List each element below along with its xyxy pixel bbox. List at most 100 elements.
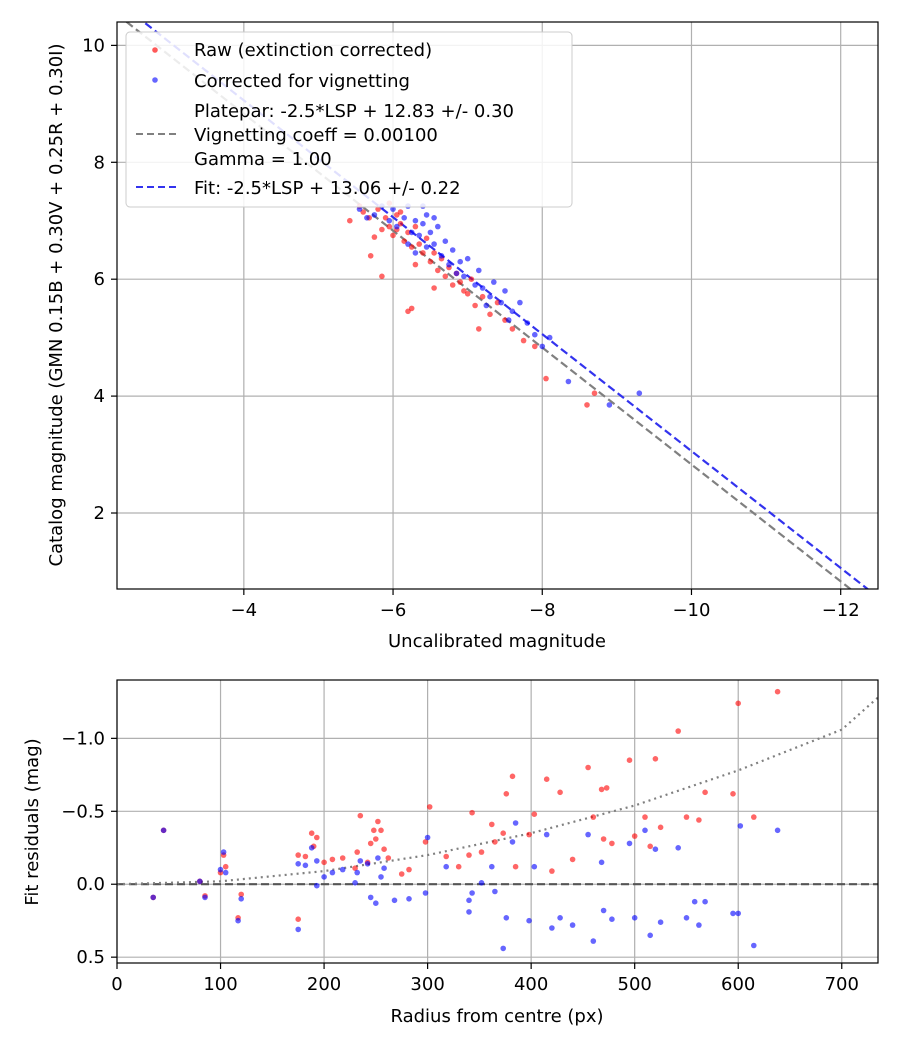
x-tick-label: 0 xyxy=(111,974,122,995)
data-point xyxy=(479,285,486,291)
data-point xyxy=(422,839,429,845)
data-point xyxy=(543,776,550,782)
data-point xyxy=(385,855,392,861)
data-point xyxy=(378,874,384,880)
data-point xyxy=(386,223,393,230)
data-point xyxy=(500,830,507,836)
data-point xyxy=(449,282,456,288)
data-point xyxy=(426,804,433,810)
data-point xyxy=(455,863,462,870)
data-point xyxy=(590,938,597,944)
data-point xyxy=(347,217,353,224)
legend-raw-label: Raw (extinction corrected) xyxy=(194,40,432,61)
data-point xyxy=(487,293,493,300)
data-point xyxy=(520,337,527,344)
data-point xyxy=(532,343,538,350)
data-point xyxy=(379,273,385,280)
data-point xyxy=(509,839,516,845)
y-tick-label: 6 xyxy=(94,269,105,290)
data-point xyxy=(517,299,523,306)
data-point xyxy=(598,786,605,793)
data-point xyxy=(357,858,364,864)
data-point xyxy=(364,215,370,221)
data-point xyxy=(466,852,472,858)
data-point xyxy=(489,821,495,828)
data-point xyxy=(375,818,381,825)
top-y-ticks: 2 4 6 8 10 xyxy=(82,35,117,524)
data-point xyxy=(435,223,441,230)
bottom-reference-lines xyxy=(117,696,878,886)
bottom-x-ticks: 0 100 200 300 400 500 600 700 xyxy=(111,963,859,995)
data-point xyxy=(466,897,472,904)
y-tick-label: −0.5 xyxy=(61,801,105,822)
data-point xyxy=(397,209,404,215)
data-point xyxy=(464,255,471,262)
data-point xyxy=(329,856,336,863)
data-point xyxy=(647,932,653,939)
data-point xyxy=(160,827,167,834)
data-point xyxy=(702,789,708,796)
data-point xyxy=(217,866,224,873)
data-point xyxy=(472,302,478,309)
data-point xyxy=(406,896,412,902)
data-point xyxy=(367,894,374,901)
data-point xyxy=(405,308,411,315)
data-point xyxy=(412,223,419,230)
data-point xyxy=(321,874,327,880)
data-point xyxy=(424,834,431,841)
bottom-scatter-points xyxy=(150,688,781,952)
data-point xyxy=(492,839,498,845)
data-point xyxy=(295,852,302,858)
bottom-x-axis-label: Radius from centre (px) xyxy=(390,1006,603,1027)
legend-platepar-label: Platepar: -2.5*LSP + 12.83 +/- 0.30 Vigne… xyxy=(194,101,514,170)
data-point xyxy=(427,229,434,236)
data-point xyxy=(683,915,690,921)
data-point xyxy=(339,866,346,873)
y-tick-label: 0.5 xyxy=(76,947,105,968)
data-point xyxy=(730,910,736,917)
data-point xyxy=(422,890,429,896)
data-point xyxy=(543,375,549,382)
data-point xyxy=(406,866,412,873)
data-point xyxy=(509,773,516,780)
data-point xyxy=(469,890,475,896)
data-point xyxy=(512,820,519,826)
data-point xyxy=(222,869,229,876)
data-point xyxy=(339,855,346,861)
data-point xyxy=(657,919,664,925)
data-point xyxy=(423,235,430,242)
data-point xyxy=(416,232,423,239)
top-y-axis-label: Catalog magnitude (GMN 0.15B + 0.30V + 0… xyxy=(46,43,67,566)
data-point xyxy=(352,865,358,871)
x-tick-label: −10 xyxy=(672,600,710,621)
data-point xyxy=(412,261,419,268)
data-point xyxy=(468,276,475,283)
data-point xyxy=(354,849,361,855)
top-axes-frame xyxy=(116,21,879,590)
y-tick-label: −1.0 xyxy=(61,728,105,749)
data-point xyxy=(423,212,430,218)
data-point xyxy=(401,238,408,244)
data-point xyxy=(431,285,437,291)
data-point xyxy=(220,849,227,855)
data-point xyxy=(371,234,378,240)
data-point xyxy=(696,817,702,823)
data-point xyxy=(408,229,415,236)
data-point xyxy=(774,827,781,834)
data-point xyxy=(375,206,381,212)
data-point xyxy=(379,226,385,233)
data-point xyxy=(549,868,555,874)
data-point xyxy=(431,215,437,221)
x-tick-label: −4 xyxy=(231,600,258,621)
x-tick-label: −12 xyxy=(822,600,860,621)
legend-box xyxy=(125,31,573,208)
top-x-axis-label: Uncalibrated magnitude xyxy=(388,631,606,652)
data-point xyxy=(652,846,659,852)
data-point xyxy=(464,291,471,297)
data-point xyxy=(498,299,505,306)
data-point xyxy=(591,390,598,397)
data-point xyxy=(652,756,659,762)
data-point xyxy=(394,223,400,230)
data-point xyxy=(500,945,507,952)
x-tick-label: 700 xyxy=(825,974,859,995)
